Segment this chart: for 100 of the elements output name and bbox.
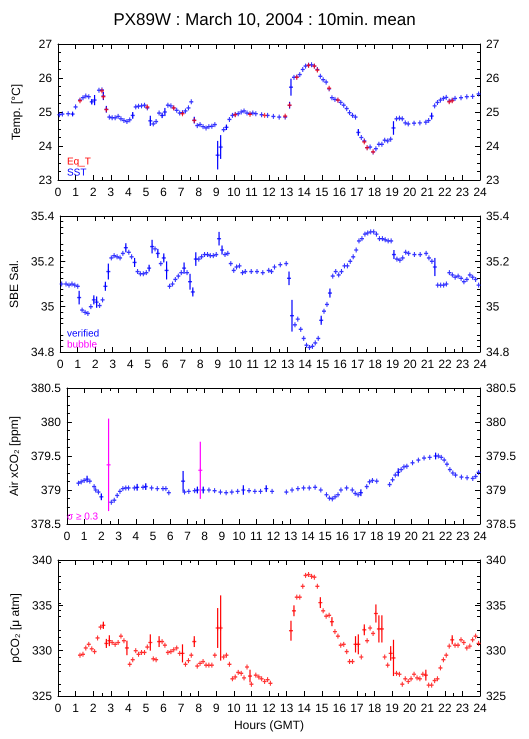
x-tick-label: 17 — [350, 357, 365, 371]
y2-tick-label: 24 — [486, 139, 500, 153]
y2-tick-label: 26 — [486, 71, 500, 85]
x-tick-label: 8 — [196, 357, 204, 371]
x-tick-label: 2 — [90, 701, 97, 715]
x-tick-label: 18 — [368, 701, 382, 715]
x-tick-label: 5 — [144, 357, 152, 371]
x-tick-label: 2 — [90, 185, 97, 199]
x-tick-label: 22 — [438, 529, 453, 543]
y2-tick-label: 23 — [486, 173, 500, 187]
y-axis-title: Air xCO₂ [ppm] — [7, 416, 21, 496]
x-tick-label: 15 — [318, 529, 332, 543]
x-tick-label: 7 — [179, 357, 186, 371]
x-tick-label: 17 — [350, 185, 364, 199]
y-tick-label: 378.5 — [30, 517, 62, 531]
x-tick-label: 12 — [263, 357, 278, 371]
x-tick-label: 4 — [124, 701, 132, 715]
x-tick-label: 20 — [402, 701, 417, 715]
y2-tick-label: 27 — [486, 37, 500, 51]
x-tick-label: 6 — [166, 529, 174, 543]
x-tick-label: 12 — [266, 529, 280, 543]
x-tick-label: 12 — [262, 185, 276, 199]
y-axis-title: pCO₂ [μ atm] — [8, 593, 22, 663]
x-tick-label: 9 — [212, 701, 220, 715]
x-tick-label: 21 — [420, 185, 434, 199]
x-tick-label: 22 — [438, 357, 452, 371]
x-tick-label: 7 — [178, 701, 185, 715]
x-tick-label: 20 — [403, 357, 418, 371]
x-tick-label: 3 — [115, 529, 122, 543]
x-tick-label: 6 — [162, 357, 169, 371]
x-tick-label: 23 — [456, 701, 470, 715]
x-tick-label: 17 — [350, 701, 364, 715]
x-tick-label: 22 — [438, 701, 452, 715]
x-tick-label: 4 — [126, 357, 134, 371]
x-tick-label: 24 — [473, 185, 487, 199]
y2-tick-label: 325 — [486, 689, 506, 703]
x-tick-label: 10 — [232, 529, 246, 543]
y-tick-label: 340 — [32, 553, 52, 567]
series-label: verified — [67, 328, 100, 340]
x-tick-label: 3 — [109, 357, 116, 371]
x-tick-label: 4 — [132, 529, 140, 543]
x-tick-label: 0 — [64, 529, 71, 543]
x-tick-label: 8 — [195, 185, 202, 199]
x-tick-label: 0 — [54, 701, 62, 715]
y-tick-label: 34.8 — [30, 345, 55, 359]
y2-tick-label: 35.2 — [486, 254, 510, 268]
x-tick-label: 16 — [332, 185, 346, 199]
y-tick-label: 335 — [32, 598, 52, 612]
y-tick-label: 380.5 — [30, 381, 62, 395]
x-tick-label: 11 — [250, 529, 263, 543]
x-tick-label: 18 — [368, 185, 382, 199]
x-tick-label: 21 — [420, 701, 434, 715]
x-tick-label: 9 — [218, 529, 226, 543]
x-tick-label: 13 — [280, 185, 294, 199]
x-tick-label: 18 — [370, 529, 384, 543]
x-tick-label: 16 — [332, 701, 346, 715]
x-axis-title: Hours (GMT) — [234, 718, 304, 732]
x-tick-label: 13 — [280, 701, 294, 715]
x-tick-label: 4 — [124, 185, 132, 199]
x-tick-label: 19 — [385, 701, 400, 715]
x-tick-label: 1 — [72, 701, 80, 715]
x-tick-label: 8 — [201, 529, 208, 543]
x-tick-label: 5 — [142, 185, 150, 199]
x-tick-label: 16 — [333, 357, 348, 371]
x-tick-label: 6 — [160, 185, 168, 199]
x-tick-label: 5 — [142, 701, 150, 715]
legend-label: bubble — [67, 340, 98, 350]
y2-tick-label: 380.5 — [486, 381, 516, 395]
x-tick-label: 11 — [245, 185, 258, 199]
x-tick-label: 0 — [54, 185, 62, 199]
x-tick-label: 11 — [246, 357, 260, 371]
y-tick-label: 24 — [38, 139, 52, 153]
y-tick-label: 25 — [38, 105, 52, 119]
x-tick-label: 23 — [456, 185, 470, 199]
y-tick-label: 23 — [38, 173, 52, 187]
x-tick-label: 9 — [212, 185, 220, 199]
x-tick-label: 3 — [107, 701, 114, 715]
x-tick-label: 22 — [438, 185, 452, 199]
x-tick-label: 14 — [298, 357, 312, 371]
x-tick-label: 6 — [160, 701, 168, 715]
y2-tick-label: 34.8 — [486, 345, 510, 359]
x-tick-label: 10 — [227, 701, 241, 715]
y-tick-label: 325 — [32, 689, 52, 703]
x-tick-label: 13 — [284, 529, 298, 543]
y-tick-label: 380 — [40, 415, 62, 429]
x-tick-label: 7 — [184, 529, 192, 543]
y-tick-label: 379 — [40, 483, 62, 497]
x-tick-label: 9 — [214, 357, 222, 371]
x-tick-label: 11 — [245, 701, 258, 715]
x-tick-label: 5 — [150, 529, 157, 543]
x-tick-label: 1 — [74, 357, 82, 371]
x-tick-label: 24 — [473, 701, 487, 715]
y2-tick-label: 330 — [486, 644, 506, 658]
x-tick-label: 19 — [385, 185, 400, 199]
y-tick-label: 27 — [38, 37, 52, 51]
x-tick-label: 23 — [456, 357, 470, 371]
x-tick-label: 14 — [297, 185, 312, 199]
x-tick-label: 12 — [262, 701, 276, 715]
y-tick-label: 379.5 — [30, 449, 62, 463]
y-tick-label: 35 — [40, 300, 55, 314]
